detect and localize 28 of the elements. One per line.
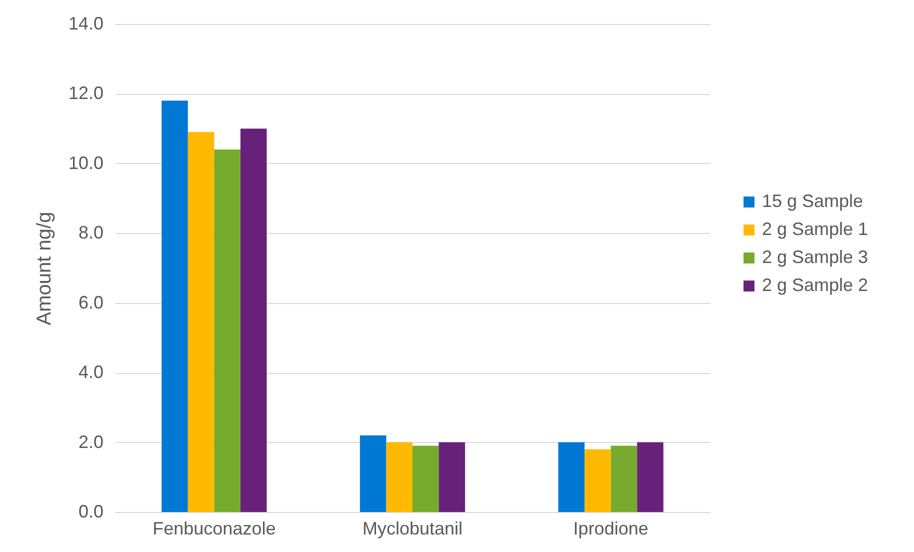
- y-tick-label: 6.0: [78, 292, 104, 312]
- legend-label: 15 g Sample: [762, 191, 864, 211]
- legend-label: 2 g Sample 3: [762, 247, 868, 267]
- legend-label: 2 g Sample 1: [762, 219, 868, 239]
- legend-label: 2 g Sample 2: [762, 275, 868, 295]
- bar: [360, 435, 386, 512]
- bar: [558, 442, 585, 512]
- bar: [637, 442, 664, 512]
- bar: [412, 446, 439, 512]
- bar: [610, 446, 638, 512]
- y-axis-title: Amount ng/g: [33, 212, 56, 326]
- bar: [438, 442, 466, 512]
- y-tick-label: 4.0: [78, 362, 104, 382]
- y-tick-label: 0.0: [78, 502, 104, 522]
- x-tick-label: Iprodione: [573, 518, 648, 538]
- y-tick-label: 10.0: [68, 152, 104, 173]
- x-tick-label: Myclobutanil: [362, 518, 463, 538]
- y-tick-label: 8.0: [78, 222, 104, 243]
- bar: [240, 128, 267, 512]
- bar: [386, 442, 412, 512]
- bar: [584, 449, 611, 512]
- y-tick-label: 14.0: [68, 14, 104, 34]
- y-tick-label: 12.0: [68, 83, 104, 104]
- y-tick-label: 2.0: [78, 432, 104, 452]
- bar: [162, 100, 188, 512]
- bar: [188, 132, 214, 512]
- x-tick-label: Fenbuconazole: [152, 518, 276, 538]
- bar: [214, 149, 240, 512]
